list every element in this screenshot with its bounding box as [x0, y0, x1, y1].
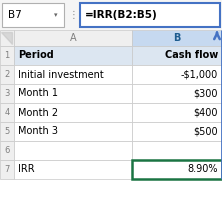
- Bar: [14, 84, 132, 103]
- Text: $500: $500: [193, 127, 218, 136]
- Bar: [0, 103, 14, 122]
- Bar: [14, 30, 132, 46]
- Text: Cash flow: Cash flow: [165, 50, 218, 60]
- Bar: [132, 84, 222, 103]
- Bar: [14, 103, 132, 122]
- Text: 7: 7: [4, 165, 10, 174]
- Bar: [0, 84, 14, 103]
- Text: ▾: ▾: [54, 12, 58, 18]
- Text: 6: 6: [4, 146, 10, 155]
- Bar: [132, 103, 222, 122]
- Bar: [0, 122, 14, 141]
- Text: IRR: IRR: [18, 164, 35, 174]
- Text: 1: 1: [4, 51, 10, 60]
- Text: Month 3: Month 3: [18, 127, 58, 136]
- Bar: [14, 46, 132, 65]
- Bar: [14, 122, 132, 141]
- Bar: [14, 65, 132, 84]
- Text: A: A: [70, 33, 76, 43]
- Polygon shape: [1, 32, 12, 44]
- Bar: [132, 46, 222, 65]
- Text: Month 1: Month 1: [18, 88, 58, 98]
- Text: $300: $300: [194, 88, 218, 98]
- Bar: [0, 30, 14, 46]
- Text: 3: 3: [4, 89, 10, 98]
- Bar: [132, 122, 222, 141]
- Bar: [0, 141, 14, 160]
- Bar: [0, 160, 14, 179]
- Bar: [14, 141, 132, 160]
- Bar: [132, 160, 222, 179]
- Bar: [132, 141, 222, 160]
- Bar: [0, 0, 222, 30]
- Text: $400: $400: [194, 108, 218, 117]
- Bar: [80, 3, 220, 27]
- Text: B: B: [173, 33, 181, 43]
- Text: Initial investment: Initial investment: [18, 70, 104, 79]
- Text: B7: B7: [8, 10, 22, 20]
- Bar: [0, 65, 14, 84]
- Bar: [14, 160, 132, 179]
- Bar: [132, 30, 222, 46]
- Bar: [132, 65, 222, 84]
- Bar: [0, 46, 14, 65]
- Text: Month 2: Month 2: [18, 108, 58, 117]
- Text: Period: Period: [18, 50, 54, 60]
- Text: 5: 5: [4, 127, 10, 136]
- Text: ⋮: ⋮: [68, 10, 78, 20]
- Text: 2: 2: [4, 70, 10, 79]
- Text: -$1,000: -$1,000: [181, 70, 218, 79]
- Text: =IRR(B2:B5): =IRR(B2:B5): [85, 10, 158, 20]
- Text: 8.90%: 8.90%: [188, 164, 218, 174]
- Bar: [2, 3, 64, 27]
- Text: 4: 4: [4, 108, 10, 117]
